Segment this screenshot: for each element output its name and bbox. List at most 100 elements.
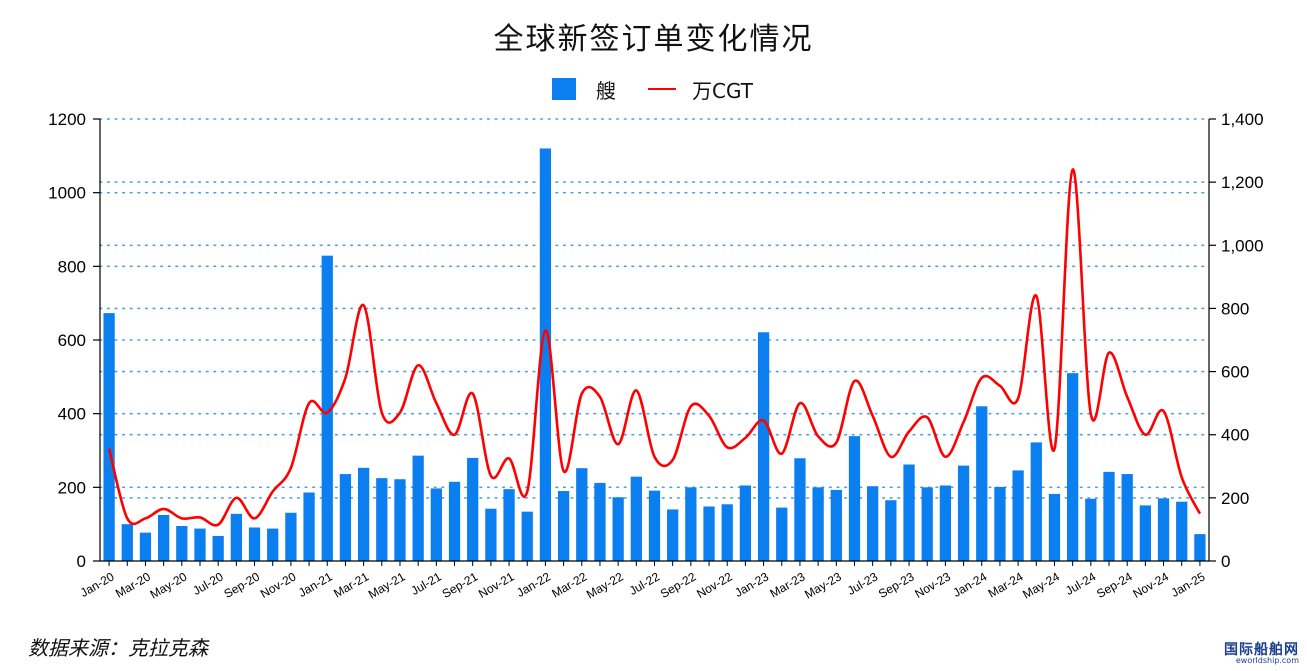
bar [521, 511, 533, 561]
bar [703, 506, 715, 561]
x-tick-label: May-20 [148, 569, 190, 601]
bar [867, 486, 879, 561]
x-tick-label: Jul-23 [845, 569, 881, 598]
bar [1121, 474, 1133, 561]
x-tick-label: Sep-22 [658, 569, 699, 601]
bar [539, 148, 552, 561]
bar [448, 481, 461, 561]
bar [848, 436, 861, 561]
bar [176, 526, 188, 561]
x-tick-label: Mar-22 [549, 569, 589, 600]
x-tick-label: Mar-20 [113, 569, 153, 600]
left-tick-label: 800 [58, 257, 86, 276]
x-tick-label: Jan-23 [732, 569, 771, 600]
right-tick-label: 0 [1221, 552, 1230, 571]
bar [1085, 498, 1097, 561]
line-layer [107, 168, 1202, 527]
bar [630, 476, 642, 561]
bar [485, 508, 497, 561]
bar [1048, 493, 1061, 561]
bar [994, 486, 1006, 561]
bar [685, 487, 697, 561]
legend-line-label: 万CGT [692, 78, 753, 103]
bar [721, 504, 733, 561]
x-tick-label: Mar-24 [986, 569, 1026, 600]
legend-bar-label: 艘 [596, 78, 616, 103]
bar [248, 527, 261, 561]
x-tick-label: Mar-23 [768, 569, 808, 600]
bar [1194, 534, 1206, 561]
grid-layer [99, 118, 1210, 499]
bar [1176, 501, 1188, 561]
bar [339, 474, 352, 561]
bar [903, 464, 915, 561]
bar [157, 514, 170, 561]
right-tick-label: 400 [1221, 426, 1249, 445]
bar [1157, 498, 1170, 561]
x-tick-label: Sep-20 [222, 569, 263, 601]
x-tick-label: Jan-21 [296, 569, 335, 600]
bar [830, 489, 842, 561]
bar [376, 478, 388, 561]
bar [230, 513, 242, 561]
x-tick-label: May-21 [366, 569, 408, 601]
x-tick-label: Mar-21 [331, 569, 371, 600]
x-tick-label: Jan-25 [1169, 569, 1208, 600]
legend-line-swatch [648, 88, 676, 90]
bar [612, 497, 624, 561]
watermark-cn: 国际船舶网 [1224, 642, 1299, 658]
right-tick-label: 600 [1221, 363, 1249, 382]
legend-bar-swatch [552, 78, 576, 100]
x-tick-label: Jan-20 [78, 569, 117, 600]
x-tick-label: May-22 [584, 569, 626, 601]
x-tick-label: Jul-22 [627, 569, 663, 598]
legend: 艘 万CGT [552, 74, 753, 104]
bar [1067, 373, 1079, 561]
bar [976, 406, 988, 561]
bar [648, 490, 661, 561]
left-tick-label: 200 [58, 478, 86, 497]
x-tick-label: Sep-23 [876, 569, 917, 601]
bar [576, 468, 588, 561]
bar [776, 507, 788, 561]
bar [394, 479, 406, 561]
bar [1139, 505, 1152, 561]
right-tick-label: 1,400 [1221, 110, 1264, 129]
bar [121, 524, 133, 561]
x-tick-label: Nov-24 [1131, 569, 1172, 601]
bar [739, 485, 752, 561]
bar [285, 512, 297, 561]
x-tick-label: Jul-20 [190, 569, 226, 598]
bar [503, 489, 515, 561]
x-tick-label: Jul-24 [1063, 569, 1099, 598]
bar [939, 485, 952, 561]
right-tick-label: 1,000 [1221, 236, 1264, 255]
source-note: 数据来源：克拉克森 [28, 636, 208, 660]
bar [212, 535, 224, 561]
watermark-en: eworldship.com [1235, 656, 1299, 665]
bar [1103, 471, 1115, 561]
right-tick-label: 1,200 [1221, 173, 1264, 192]
right-tick-label: 200 [1221, 489, 1249, 508]
bar [103, 313, 115, 561]
x-tick-label: Nov-23 [912, 569, 953, 601]
bar [1012, 470, 1024, 561]
bar [757, 332, 770, 561]
bar-layer [103, 148, 1206, 561]
left-tick-label: 1000 [48, 184, 86, 203]
x-tick-label: Jan-22 [514, 569, 553, 600]
left-tick-label: 1200 [48, 110, 86, 129]
bar [921, 487, 933, 561]
x-tick-label: Sep-24 [1094, 569, 1135, 601]
x-tick-label: Jan-24 [950, 569, 989, 600]
bar [885, 500, 897, 561]
watermark-logo: 国际船舶网 eworldship.com [1224, 643, 1299, 665]
bar [194, 528, 206, 561]
bar [667, 509, 679, 561]
line-series [107, 168, 1202, 527]
bar [594, 482, 606, 561]
bar [303, 492, 315, 561]
x-tick-label: Sep-21 [440, 569, 481, 601]
x-tick-label: Nov-22 [694, 569, 735, 601]
